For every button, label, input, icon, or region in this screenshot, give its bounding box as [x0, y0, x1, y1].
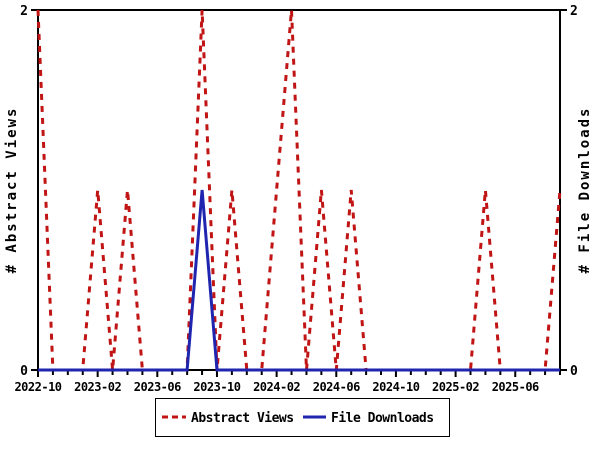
y-axis-right-tick-label: 0: [570, 364, 578, 379]
x-axis-tick-label: 2024-10: [372, 380, 419, 394]
x-axis-tick-label: 2023-06: [134, 380, 181, 394]
x-axis-tick-label: 2024-02: [253, 380, 300, 394]
x-axis-tick-label: 2025-06: [492, 380, 539, 394]
y-axis-left-tick-label: 0: [20, 364, 28, 379]
y-axis-left-tick-label: 2: [20, 4, 28, 19]
x-axis-tick-label: 2023-10: [193, 380, 240, 394]
y-axis-left-title: # Abstract Views: [4, 107, 20, 274]
x-axis-tick-label: 2025-02: [432, 380, 479, 394]
legend-label-file-downloads: File Downloads: [331, 411, 434, 426]
series-line-file-downloads: [38, 189, 560, 372]
x-axis-tick-label: 2024-06: [313, 380, 360, 394]
x-axis-tick-label: 2023-02: [74, 380, 121, 394]
y-axis-right-tick-label: 2: [570, 4, 578, 19]
x-axis-tick-label: 2022-10: [14, 380, 61, 394]
y-axis-right-title: # File Downloads: [577, 107, 593, 274]
legend-box: [155, 398, 450, 437]
legend-label-abstract-views: Abstract Views: [191, 411, 294, 426]
series-line-abstract-views: [36, 9, 562, 372]
